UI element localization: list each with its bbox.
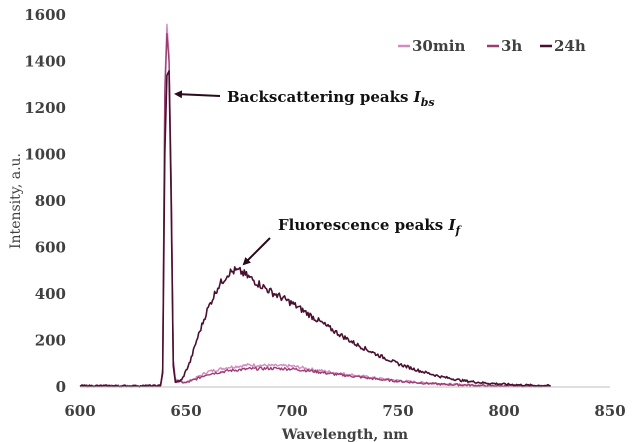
y-axis-title: Intensity, a.u. — [8, 153, 24, 249]
y-tick-label: 0 — [56, 378, 66, 396]
legend-label: 30min — [412, 37, 465, 55]
series-layer — [79, 23, 552, 388]
y-tick-labels: 0 200 400 600 800 1000 1200 1400 1600 — [24, 6, 66, 396]
backscattering-annotation: Backscattering peaks Ibs — [174, 88, 435, 109]
x-tick-labels: 600 650 700 750 800 850 — [64, 402, 625, 420]
x-tick-label: 700 — [276, 402, 307, 420]
backscattering-label: Backscattering peaks Ibs — [227, 88, 435, 109]
fluorescence-annotation: Fluorescence peaks If — [242, 216, 462, 266]
y-tick-label: 1000 — [24, 146, 66, 164]
legend-label: 24h — [554, 37, 586, 55]
y-tick-label: 1200 — [24, 99, 66, 117]
series-line-3h — [79, 32, 552, 388]
x-axis-title: Wavelength, nm — [281, 427, 408, 442]
x-tick-label: 750 — [382, 402, 413, 420]
plot-area — [80, 15, 610, 387]
x-tick-label: 600 — [64, 402, 95, 420]
legend: 30min 3h 24h — [398, 37, 586, 55]
y-tick-label: 1600 — [24, 6, 66, 24]
y-tick-label: 800 — [35, 192, 66, 210]
x-tick-label: 850 — [594, 402, 625, 420]
x-tick-label: 800 — [488, 402, 519, 420]
x-tick-label: 650 — [170, 402, 201, 420]
y-tick-label: 1400 — [24, 53, 66, 71]
legend-label: 3h — [501, 37, 522, 55]
y-tick-label: 600 — [35, 239, 66, 257]
y-tick-label: 400 — [35, 285, 66, 303]
fluorescence-label: Fluorescence peaks If — [278, 216, 462, 237]
fluorescence-arrow — [242, 237, 271, 266]
y-tick-label: 200 — [35, 332, 66, 350]
backscattering-arrow — [174, 90, 221, 99]
plot-background — [80, 15, 610, 387]
series-line-24h — [79, 70, 551, 388]
